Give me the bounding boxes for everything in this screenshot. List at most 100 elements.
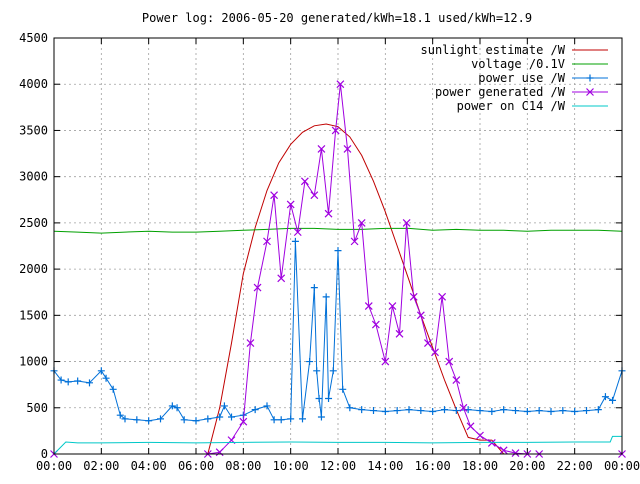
data-point xyxy=(500,406,508,414)
data-point xyxy=(102,374,110,382)
data-point xyxy=(64,378,72,386)
data-point xyxy=(609,396,617,404)
data-point xyxy=(393,407,401,415)
data-point xyxy=(313,367,321,375)
data-point xyxy=(291,237,299,245)
data-point xyxy=(358,406,366,414)
data-point xyxy=(476,431,484,440)
y-tick-label: 3500 xyxy=(19,123,48,137)
data-point xyxy=(395,329,404,338)
data-point xyxy=(216,413,224,421)
data-point xyxy=(466,422,475,431)
data-point xyxy=(409,292,418,301)
data-point xyxy=(157,415,164,423)
data-point xyxy=(476,407,484,415)
data-point xyxy=(322,293,330,301)
data-point xyxy=(535,407,543,415)
legend-label: voltage /0.1V xyxy=(471,57,565,71)
data-point xyxy=(315,395,323,403)
data-point xyxy=(381,357,390,366)
data-point xyxy=(416,311,425,320)
x-tick-label: 18:00 xyxy=(462,459,498,473)
x-tick-label: 22:00 xyxy=(557,459,593,473)
data-point xyxy=(263,237,271,246)
y-tick-label: 0 xyxy=(41,447,48,461)
data-point xyxy=(364,302,373,311)
series-line xyxy=(53,435,622,455)
data-point xyxy=(204,415,212,423)
legend-label: sunlight estimate /W xyxy=(421,43,566,57)
chart-title: Power log: 2006-05-20 generated/kWh=18.1… xyxy=(142,11,532,25)
data-point xyxy=(251,406,259,414)
data-point xyxy=(57,376,65,384)
data-point xyxy=(445,357,454,366)
legend-label: power on C14 /W xyxy=(457,99,566,113)
data-point xyxy=(571,407,579,415)
data-point xyxy=(459,403,468,412)
x-tick-label: 06:00 xyxy=(178,459,214,473)
data-point xyxy=(317,413,325,421)
data-point xyxy=(381,407,389,415)
data-point xyxy=(317,145,326,153)
x-tick-label: 16:00 xyxy=(415,459,451,473)
data-point xyxy=(511,449,520,458)
data-point xyxy=(145,417,153,425)
data-point xyxy=(168,402,176,410)
data-point xyxy=(263,402,271,410)
x-tick-label: 10:00 xyxy=(273,459,309,473)
series-sunlight-estimate-w xyxy=(54,123,622,455)
data-point xyxy=(429,407,437,415)
x-tick-label: 04:00 xyxy=(131,459,167,473)
data-point xyxy=(220,402,228,410)
data-point xyxy=(583,407,590,415)
data-point xyxy=(405,406,413,414)
series-power-use-w xyxy=(50,237,626,425)
x-tick-label: 12:00 xyxy=(320,459,356,473)
data-point xyxy=(488,407,496,415)
data-point xyxy=(357,218,366,227)
data-point xyxy=(329,367,337,375)
data-point xyxy=(559,407,567,415)
data-point xyxy=(586,88,594,96)
y-axis: 0 500 1000 1500 2000 2500 3000 3500 4000 4500 xyxy=(19,31,622,461)
data-point xyxy=(601,393,609,401)
y-tick-label: 1000 xyxy=(19,355,48,369)
data-point xyxy=(97,367,105,375)
data-point xyxy=(417,407,425,415)
data-point xyxy=(324,209,333,218)
plot-frame xyxy=(53,37,623,455)
data-point xyxy=(371,320,380,329)
series-voltage-0-1v xyxy=(53,227,623,234)
data-point xyxy=(336,80,345,89)
grid xyxy=(54,38,622,454)
data-point xyxy=(487,438,496,447)
x-tick-label: 20:00 xyxy=(509,459,545,473)
data-point xyxy=(192,417,200,425)
data-point xyxy=(343,145,352,153)
data-point xyxy=(452,407,460,415)
data-point xyxy=(350,237,359,246)
data-point xyxy=(287,415,295,423)
data-point xyxy=(370,407,377,415)
data-point xyxy=(431,348,439,357)
data-point xyxy=(180,416,188,424)
series-line xyxy=(53,227,623,234)
data-point xyxy=(310,191,319,200)
data-point xyxy=(523,407,531,415)
y-tick-label: 3000 xyxy=(19,170,48,184)
data-point xyxy=(594,406,602,414)
data-point xyxy=(402,218,411,227)
data-point xyxy=(299,415,306,423)
data-point xyxy=(228,413,235,421)
y-tick-label: 1500 xyxy=(19,308,48,322)
y-tick-label: 4000 xyxy=(19,77,48,91)
data-point xyxy=(331,126,340,135)
data-point xyxy=(306,358,314,366)
data-point xyxy=(121,415,129,423)
data-point xyxy=(586,74,594,82)
data-point xyxy=(270,416,278,424)
series-line xyxy=(54,123,622,455)
data-point xyxy=(277,274,286,283)
